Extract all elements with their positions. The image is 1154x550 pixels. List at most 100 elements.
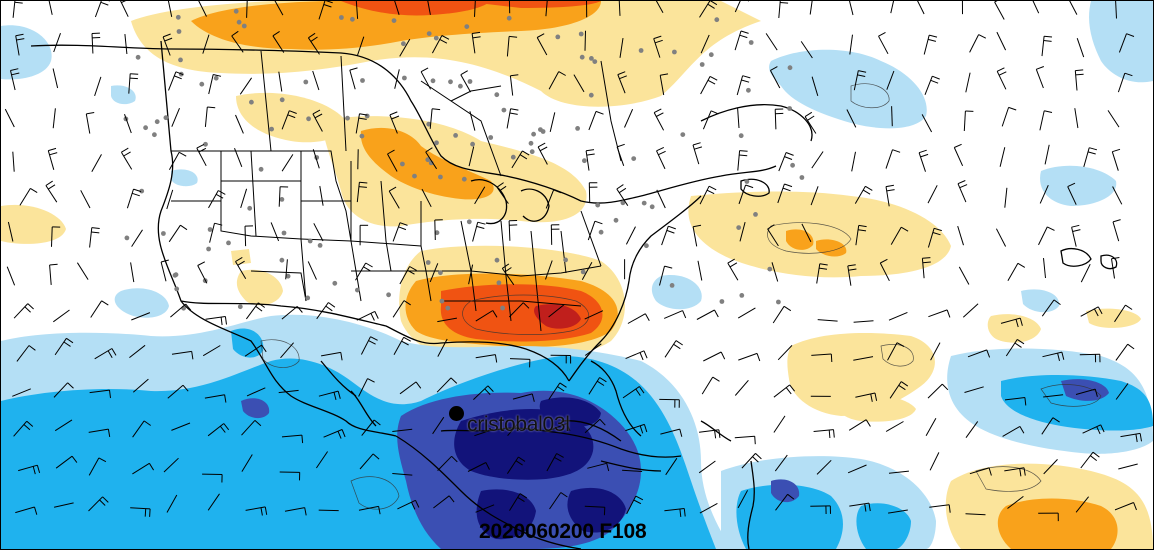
wind-barb (848, 419, 871, 431)
station-dot (496, 280, 502, 286)
wind-barb (94, 1, 110, 18)
wind-barb (163, 457, 179, 473)
wind-barb (208, 190, 226, 209)
wind-barb (1004, 397, 1027, 406)
wind-barb (573, 74, 585, 93)
wind-barb (885, 184, 895, 207)
wind-barb (741, 453, 762, 469)
wind-barb (197, 261, 208, 284)
wind-barb (356, 310, 379, 321)
wind-barb (584, 343, 602, 356)
wind-barb (355, 113, 368, 134)
wind-barb (804, 111, 817, 134)
wind-barb (692, 142, 703, 165)
wind-barb (855, 392, 878, 402)
wind-barb (1041, 299, 1061, 317)
wind-barb (846, 109, 857, 128)
wind-barb (699, 1, 718, 18)
station-dot (563, 257, 568, 263)
wind-barb (549, 492, 568, 510)
wind-barb (132, 420, 151, 438)
wind-barb (469, 111, 476, 131)
wind-barb (171, 422, 191, 431)
wind-barb (13, 420, 34, 437)
wind-barb (130, 507, 151, 517)
wind-barb (162, 33, 173, 56)
wind-barb (738, 352, 761, 362)
station-dot (345, 115, 350, 121)
wind-barb (278, 71, 283, 92)
wind-barb (507, 419, 521, 437)
wind-barb (160, 259, 169, 282)
wind-barb (168, 151, 187, 171)
wind-barb (1112, 186, 1123, 205)
station-dot (434, 230, 440, 236)
station-dot (500, 305, 505, 311)
wind-barb (664, 340, 683, 358)
wind-barb (765, 33, 778, 51)
wind-barb (167, 384, 189, 399)
wind-barb (1038, 512, 1059, 522)
wind-barb (656, 146, 666, 170)
wind-barb (660, 428, 683, 437)
wind-barb (1118, 463, 1138, 470)
wind-barb (13, 303, 34, 319)
wind-barb (55, 455, 78, 469)
station-dot (172, 272, 178, 278)
station-dot (434, 140, 439, 146)
wind-barb (90, 300, 109, 318)
wind-barb (89, 227, 100, 248)
station-dot (124, 235, 130, 241)
wind-barb (126, 188, 142, 209)
wind-barb (281, 434, 304, 444)
station-dot (494, 92, 500, 98)
wind-barb (54, 337, 74, 356)
storm-center-marker (449, 406, 464, 421)
station-dot (787, 106, 792, 111)
wind-barb (207, 423, 230, 437)
wind-barb (811, 76, 819, 97)
wind-barb (584, 310, 604, 320)
station-dot (528, 140, 534, 146)
wind-barb (397, 499, 420, 510)
wind-barb (168, 224, 188, 243)
wind-barb (549, 112, 556, 133)
wind-barb (246, 1, 248, 18)
wind-barb (995, 228, 1007, 247)
wind-barb (496, 182, 509, 204)
wind-barb (468, 146, 475, 167)
wind-barb (506, 35, 518, 57)
wind-barb (392, 428, 413, 432)
valid-time-label: 2020060200 F108 (479, 520, 647, 543)
wind-barb (473, 385, 494, 400)
wind-barb (128, 73, 139, 94)
wind-barb (622, 386, 645, 399)
wind-barb (53, 33, 61, 53)
wind-barb (1039, 110, 1053, 131)
wind-barb (1035, 66, 1044, 89)
wind-barb (52, 68, 59, 89)
station-dot (305, 295, 311, 301)
station-dot (400, 161, 405, 167)
wind-barb (241, 454, 253, 472)
wind-barb (885, 421, 904, 432)
wind-barb (392, 473, 413, 476)
wind-barb (124, 114, 132, 134)
wind-barb (358, 505, 381, 515)
station-dot (203, 141, 208, 147)
wind-barb (918, 149, 929, 172)
wind-barb (659, 398, 680, 408)
wind-barb (394, 69, 400, 89)
wind-barb (587, 462, 610, 472)
station-dot (575, 126, 580, 131)
wind-barb (888, 509, 908, 514)
station-dot (426, 31, 432, 36)
wind-barb (774, 454, 788, 472)
wind-barb (281, 306, 303, 320)
wind-barb (655, 1, 664, 14)
wind-barb (467, 462, 490, 472)
wind-barb (318, 509, 339, 512)
wind-barb (703, 351, 726, 362)
wind-barb (923, 34, 938, 55)
wind-barb (584, 418, 606, 434)
